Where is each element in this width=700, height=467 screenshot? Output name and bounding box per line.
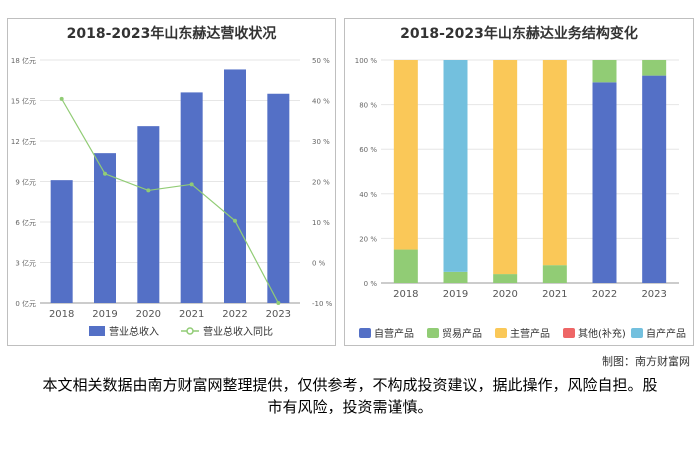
y-tick-label: 40 % — [359, 191, 377, 199]
series-line — [61, 98, 279, 304]
y-tick-label: 18 亿元 — [11, 56, 36, 65]
line-point — [276, 301, 281, 305]
revenue-chart: 0 亿元 3 亿元 6 亿元 9 亿元 12 亿元 15 亿元 18 亿元 -10 % 0 % 1… — [11, 56, 333, 338]
line-point — [189, 182, 194, 187]
legend-swatch — [563, 328, 575, 338]
x-tick-label: 2021 — [542, 289, 567, 300]
chart-title: 2018-2023年山东赫达营收状况 — [66, 26, 277, 42]
x-tick-label: 2020 — [136, 309, 161, 320]
x-tick-label: 2019 — [92, 309, 117, 320]
y-tick-label: 6 亿元 — [15, 218, 36, 227]
bar-segment — [642, 60, 667, 76]
legend-swatch — [495, 328, 507, 338]
legend-swatch — [631, 328, 643, 338]
y-tick-label: 12 亿元 — [11, 137, 36, 146]
bar — [94, 153, 116, 303]
y-tick-label: 60 % — [359, 146, 377, 154]
revenue-chart-panel: 2018-2023年山东赫达营收状况 0 亿元 3 亿元 6 亿元 9 亿元 12 亿元… — [7, 18, 336, 346]
line-point — [146, 188, 151, 193]
legend-swatch-bar — [89, 326, 105, 336]
y-tick-label: 0 亿元 — [15, 299, 36, 308]
line-point — [233, 218, 237, 223]
bar — [137, 126, 160, 304]
y2-tick-label: 20 % — [312, 179, 330, 187]
legend-label: 贸易产品 — [442, 327, 482, 340]
x-tick-label: 2023 — [266, 309, 291, 320]
x-tick-label: 2022 — [592, 289, 617, 300]
y-tick-label: 0 % — [364, 280, 378, 288]
x-tick-label: 2023 — [641, 289, 666, 300]
disclaimer-text: 本文相关数据由南方财富网整理提供，仅供参考，不构成投资建议，据此操作，风险自担。… — [42, 376, 658, 416]
y2-tick-label: -10 % — [312, 300, 333, 308]
bar-segment — [393, 60, 418, 250]
y2-tick-label: 40 % — [312, 98, 330, 106]
y2-tick-label: 50 % — [312, 57, 330, 65]
x-tick-label: 2021 — [179, 309, 204, 320]
y-tick-label: 80 % — [359, 102, 377, 110]
bar-segment — [542, 265, 567, 283]
bar — [50, 180, 73, 303]
legend-label: 其他(补充) — [578, 327, 626, 340]
bar-segment — [493, 274, 518, 283]
legend-swatch-point — [186, 327, 194, 335]
bar-segment — [393, 249, 418, 283]
structure-chart: 0 % 20 % 40 % 60 % 80 % 100 % 2018 2019 2020 2021… — [355, 57, 686, 340]
y2-tick-label: 0 % — [312, 260, 326, 268]
structure-chart-panel: 2018-2023年山东赫达业务结构变化 0 % 20 % 40 % 60 % 80 %… — [344, 18, 694, 346]
chart-title: 2018-2023年山东赫达业务结构变化 — [400, 26, 638, 42]
bar-segment — [443, 60, 468, 272]
line-point — [59, 96, 64, 101]
y2-tick-label: 30 % — [312, 138, 330, 146]
chart-credit: 制图：南方财富网 — [602, 355, 690, 368]
legend-label: 营业总收入 — [109, 325, 159, 338]
bar-segment — [642, 75, 667, 283]
y-tick-label: 3 亿元 — [15, 259, 36, 268]
bar-segment — [592, 60, 617, 83]
bar-segment — [493, 60, 518, 275]
x-tick-label: 2019 — [443, 289, 468, 300]
bar — [180, 92, 203, 304]
legend-swatch — [427, 328, 439, 338]
line-point — [103, 171, 107, 176]
y-tick-label: 20 % — [359, 235, 377, 243]
legend-label: 主营产品 — [510, 327, 550, 340]
x-tick-label: 2022 — [222, 309, 247, 320]
bar-segment — [592, 82, 617, 283]
x-tick-label: 2018 — [393, 289, 418, 300]
y2-tick-label: 10 % — [312, 219, 330, 227]
legend-label: 自产产品 — [646, 327, 686, 340]
x-tick-label: 2018 — [49, 309, 74, 320]
bar-segment — [542, 60, 567, 266]
legend-label: 营业总收入同比 — [203, 325, 273, 338]
x-tick-label: 2020 — [492, 289, 517, 300]
y-tick-label: 100 % — [355, 57, 378, 65]
legend-swatch — [359, 328, 371, 338]
y-tick-label: 15 亿元 — [11, 97, 36, 106]
bar — [224, 69, 246, 303]
bar — [267, 93, 290, 303]
bar-segment — [443, 271, 468, 283]
legend-label: 自营产品 — [374, 327, 414, 340]
y-tick-label: 9 亿元 — [15, 178, 36, 187]
